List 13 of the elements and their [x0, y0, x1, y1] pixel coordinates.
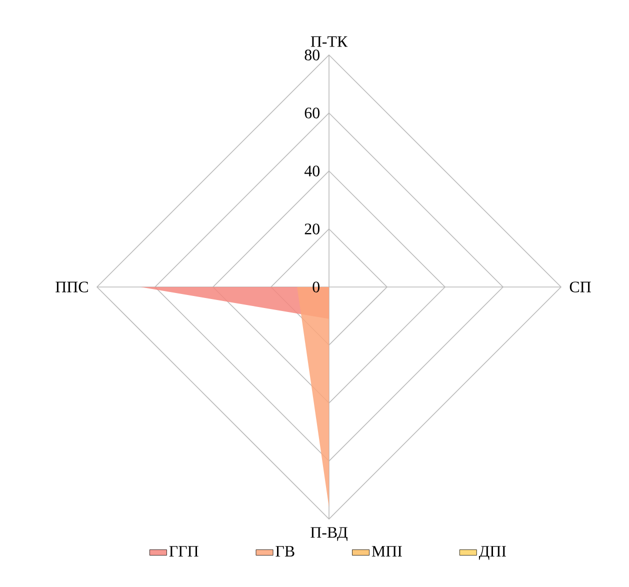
y-tick-label: 20 — [304, 224, 320, 234]
y-tick-label: 0 — [312, 282, 320, 292]
legend-label: ГГП — [169, 546, 198, 557]
spoke-label: ППС — [56, 282, 88, 292]
y-tick-label: 40 — [304, 166, 320, 176]
spoke-label: СП — [570, 282, 591, 292]
y-tick-label: 80 — [304, 50, 320, 60]
y-tick-label: 60 — [304, 108, 320, 118]
legend-label: ДПІ — [478, 546, 506, 560]
legend-label: МПІ — [372, 546, 402, 557]
legend-label: ГВ — [276, 546, 294, 557]
spoke-label: П-ТК — [310, 36, 348, 47]
spoke-label: П-ВД — [310, 527, 348, 542]
